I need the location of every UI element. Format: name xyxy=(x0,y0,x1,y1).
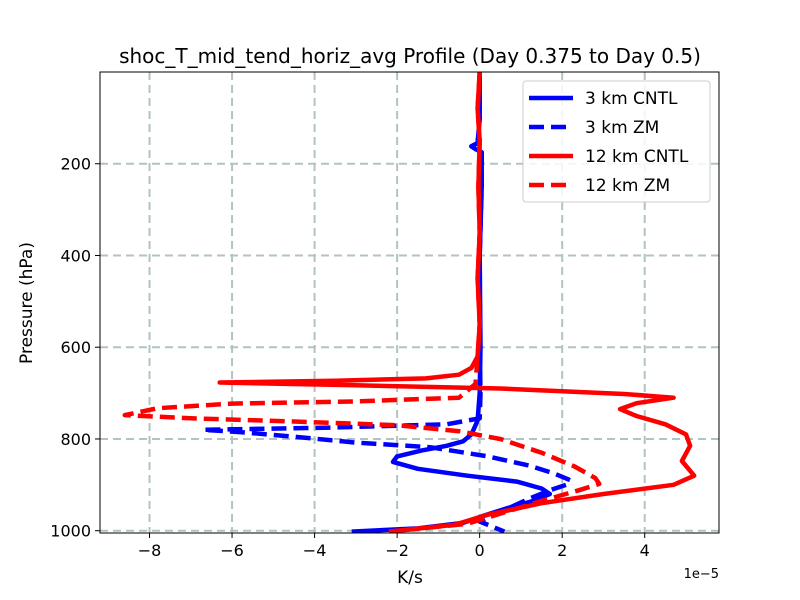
x-offset-label: 1e−5 xyxy=(684,567,719,582)
x-tick-label: 0 xyxy=(475,541,485,560)
y-tick-label: 400 xyxy=(60,246,91,265)
legend-label: 12 km CNTL xyxy=(585,147,689,167)
x-tick-label: 4 xyxy=(640,541,650,560)
chart-title: shoc_T_mid_tend_horiz_avg Profile (Day 0… xyxy=(119,44,701,68)
series-layer xyxy=(122,72,697,533)
x-tick-label: −6 xyxy=(220,541,244,560)
y-tick-label: 200 xyxy=(60,155,91,174)
y-tick-label: 600 xyxy=(60,338,91,357)
y-tick-label: 1000 xyxy=(50,522,91,541)
x-tick-label: −8 xyxy=(138,541,162,560)
x-tick-label: 2 xyxy=(557,541,567,560)
series-line-3-km-zm xyxy=(200,72,573,533)
legend-label: 3 km CNTL xyxy=(585,89,678,109)
series-line-12-km-zm xyxy=(122,72,602,533)
x-tick-label: −4 xyxy=(303,541,327,560)
x-axis-title: K/s xyxy=(397,568,423,588)
plot-frame xyxy=(99,71,720,534)
y-axis-title: Pressure (hPa) xyxy=(17,242,37,364)
x-axis: −8 −6 −4 −2 0 2 4 xyxy=(138,533,650,560)
legend-label: 3 km ZM xyxy=(585,118,659,138)
y-axis: 200 400 600 800 1000 xyxy=(50,155,100,541)
x-tick-label: −2 xyxy=(385,541,409,560)
legend-box xyxy=(522,80,711,203)
legend: 3 km CNTL 3 km ZM 12 km CNTL 12 km ZM xyxy=(522,80,711,203)
y-tick-label: 800 xyxy=(60,430,91,449)
legend-label: 12 km ZM xyxy=(585,176,670,196)
